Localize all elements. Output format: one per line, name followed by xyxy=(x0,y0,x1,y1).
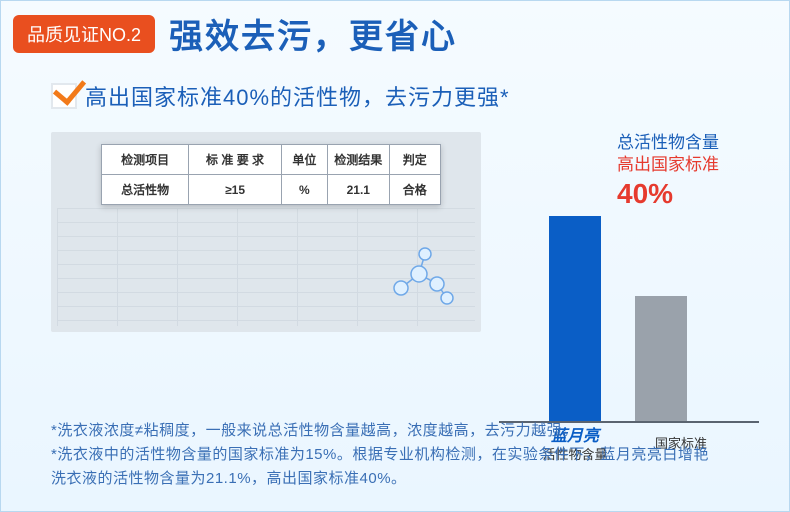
bars-row xyxy=(499,213,759,423)
col-header: 判定 xyxy=(389,145,440,175)
bar-blue-moon xyxy=(549,216,601,421)
footnotes: *洗衣液浓度≠粘稠度，一般来说总活性物含量越高，浓度越高，去污力越强。 *洗衣液… xyxy=(51,419,759,491)
table-cell: ≥15 xyxy=(189,175,281,205)
footnote-line: *洗衣液浓度≠粘稠度，一般来说总活性物含量越高，浓度越高，去污力越强。 xyxy=(51,419,759,443)
footnote-line: 洗衣液的活性物含量为21.1%，高出国家标准40%。 xyxy=(51,467,759,491)
table-cell: 合格 xyxy=(389,175,440,205)
header-row: 品质见证NO.2 强效去污，更省心 xyxy=(1,1,789,58)
chart-top-label-2-prefix: 高出国家标准 xyxy=(617,155,719,174)
table-row: 总活性物 ≥15 % 21.1 合格 xyxy=(102,175,441,205)
bar-national-standard xyxy=(635,296,687,421)
table-cell: 21.1 xyxy=(327,175,389,205)
chart-panel: 总活性物含量 高出国家标准40% 蓝月亮 活性物含量 国家标准 xyxy=(499,132,759,464)
content-area: 检测项目 标 准 要 求 单位 检测结果 判定 总活性物 ≥15 % 21.1 … xyxy=(1,112,789,464)
checkmark-icon xyxy=(51,83,77,109)
chart-top-labels: 总活性物含量 高出国家标准 40% xyxy=(499,132,759,213)
report-panel: 检测项目 标 准 要 求 单位 检测结果 判定 总活性物 ≥15 % 21.1 … xyxy=(51,132,481,464)
col-header: 单位 xyxy=(281,145,327,175)
col-header: 标 准 要 求 xyxy=(189,145,281,175)
subheadline-row: 高出国家标准40%的活性物，去污力更强* xyxy=(1,58,789,112)
col-header: 检测结果 xyxy=(327,145,389,175)
report-background: 检测项目 标 准 要 求 单位 检测结果 判定 总活性物 ≥15 % 21.1 … xyxy=(51,132,481,332)
chart-top-label-2: 高出国家标准 40% xyxy=(617,154,759,212)
table-cell: % xyxy=(281,175,327,205)
sub-headline: 高出国家标准40%的活性物，去污力更强* xyxy=(85,80,510,112)
chart-top-label-1: 总活性物含量 xyxy=(617,132,759,154)
molecule-icon xyxy=(381,240,461,310)
chart-top-label-2-pct: 40% xyxy=(617,178,673,209)
table-cell: 总活性物 xyxy=(102,175,189,205)
footnote-line: *洗衣液中的活性物含量的国家标准为15%。根据专业机构检测，在实验条件下，蓝月亮… xyxy=(51,443,759,467)
col-header: 检测项目 xyxy=(102,145,189,175)
table-header-row: 检测项目 标 准 要 求 单位 检测结果 判定 xyxy=(102,145,441,175)
test-report-table: 检测项目 标 准 要 求 单位 检测结果 判定 总活性物 ≥15 % 21.1 … xyxy=(101,144,441,205)
quality-badge: 品质见证NO.2 xyxy=(13,15,155,53)
main-headline: 强效去污，更省心 xyxy=(169,9,457,58)
